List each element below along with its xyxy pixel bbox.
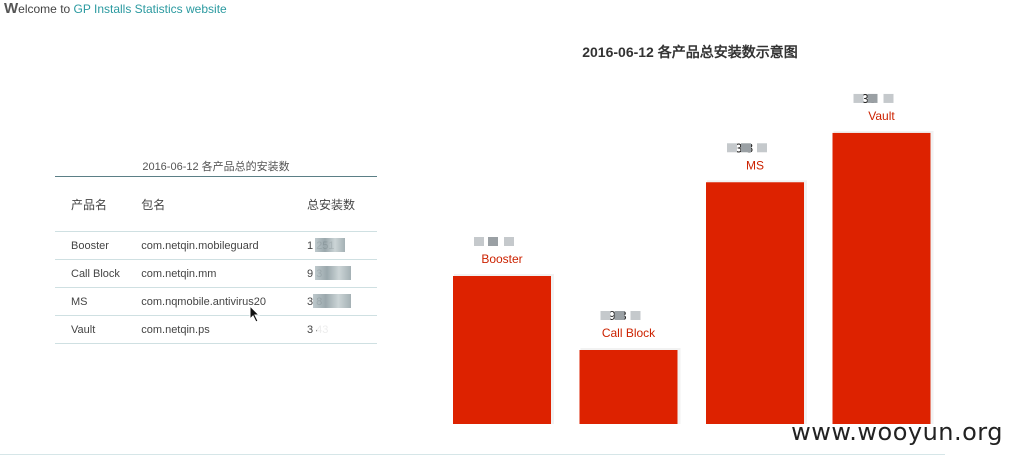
table-row: Call Block com.netqin.mm 9 3 — [55, 259, 377, 288]
bar-call-block[interactable] — [579, 350, 678, 424]
bar-category-label: MS — [746, 158, 764, 172]
bar-vault[interactable] — [832, 132, 931, 424]
cell-package: com.netqin.mobileguard — [141, 231, 307, 260]
redaction-blur — [757, 143, 767, 153]
watermark: www.wooyun.org — [791, 418, 1003, 446]
table-row: Vault com.netqin.ps 3 43 — [55, 315, 377, 344]
redaction-blur — [741, 143, 751, 153]
bar-ms[interactable] — [706, 182, 804, 424]
cell-package: com.netqin.mm — [141, 259, 307, 288]
redaction-blur — [630, 311, 641, 320]
welcome-prefix: elcome to — [18, 2, 74, 16]
chart-title: 2016-06-12 各产品总安装数示意图 — [582, 44, 798, 60]
site-link[interactable]: GP Installs Statistics website — [73, 2, 227, 16]
bar-category-label: Call Block — [602, 326, 656, 340]
cell-product: Call Block — [55, 259, 142, 288]
cell-package: com.nqmobile.antivirus20 — [141, 287, 307, 316]
cell-product: MS — [55, 287, 142, 316]
cell-product: Booster — [55, 231, 142, 260]
redaction-blur — [488, 237, 498, 246]
table-caption: 2016-06-12 各产品总的安装数 — [55, 158, 377, 177]
redaction-blur — [317, 321, 343, 336]
footer-divider — [0, 454, 945, 455]
column-header-total[interactable]: 总安装数 — [307, 177, 377, 232]
installs-table-card: 2016-06-12 各产品总的安装数 产品名 包名 总安装数 Booster … — [55, 158, 377, 344]
redaction-blur — [504, 237, 514, 246]
installs-table: 产品名 包名 总安装数 Booster com.netqin.mobilegua… — [55, 177, 377, 344]
bar-category-label: Vault — [868, 109, 895, 123]
redaction-blur — [853, 93, 864, 103]
redaction-blur — [474, 237, 484, 246]
redaction-blur — [867, 93, 878, 103]
redaction-blur — [313, 293, 351, 308]
mouse-cursor-icon — [249, 305, 261, 323]
redaction-blur — [600, 311, 611, 320]
cell-total: 1 251 — [307, 231, 377, 260]
table-row: Booster com.netqin.mobileguard 1 251 — [55, 231, 377, 260]
column-header-product[interactable]: 产品名 — [55, 177, 142, 232]
redaction-blur — [315, 265, 351, 280]
cell-product: Vault — [55, 315, 142, 344]
cell-package: com.netqin.ps — [141, 315, 307, 344]
table-header-row: 产品名 包名 总安装数 — [55, 177, 377, 232]
cell-total: 3 8 — [307, 287, 377, 316]
redaction-blur — [315, 237, 345, 252]
cell-total: 3 43 — [307, 315, 377, 344]
column-header-package[interactable]: 包名 — [141, 177, 307, 232]
welcome-initial: W — [4, 0, 19, 17]
cell-total: 9 3 — [307, 259, 377, 288]
redaction-blur — [614, 311, 625, 320]
redaction-blur — [883, 93, 894, 103]
welcome-text: Welcome to GP Installs Statistics websit… — [4, 0, 227, 17]
redaction-blur — [727, 143, 737, 153]
bar-booster[interactable] — [453, 276, 551, 424]
table-row: MS com.nqmobile.antivirus20 3 8 — [55, 287, 377, 316]
bar-category-label: Booster — [481, 252, 522, 266]
